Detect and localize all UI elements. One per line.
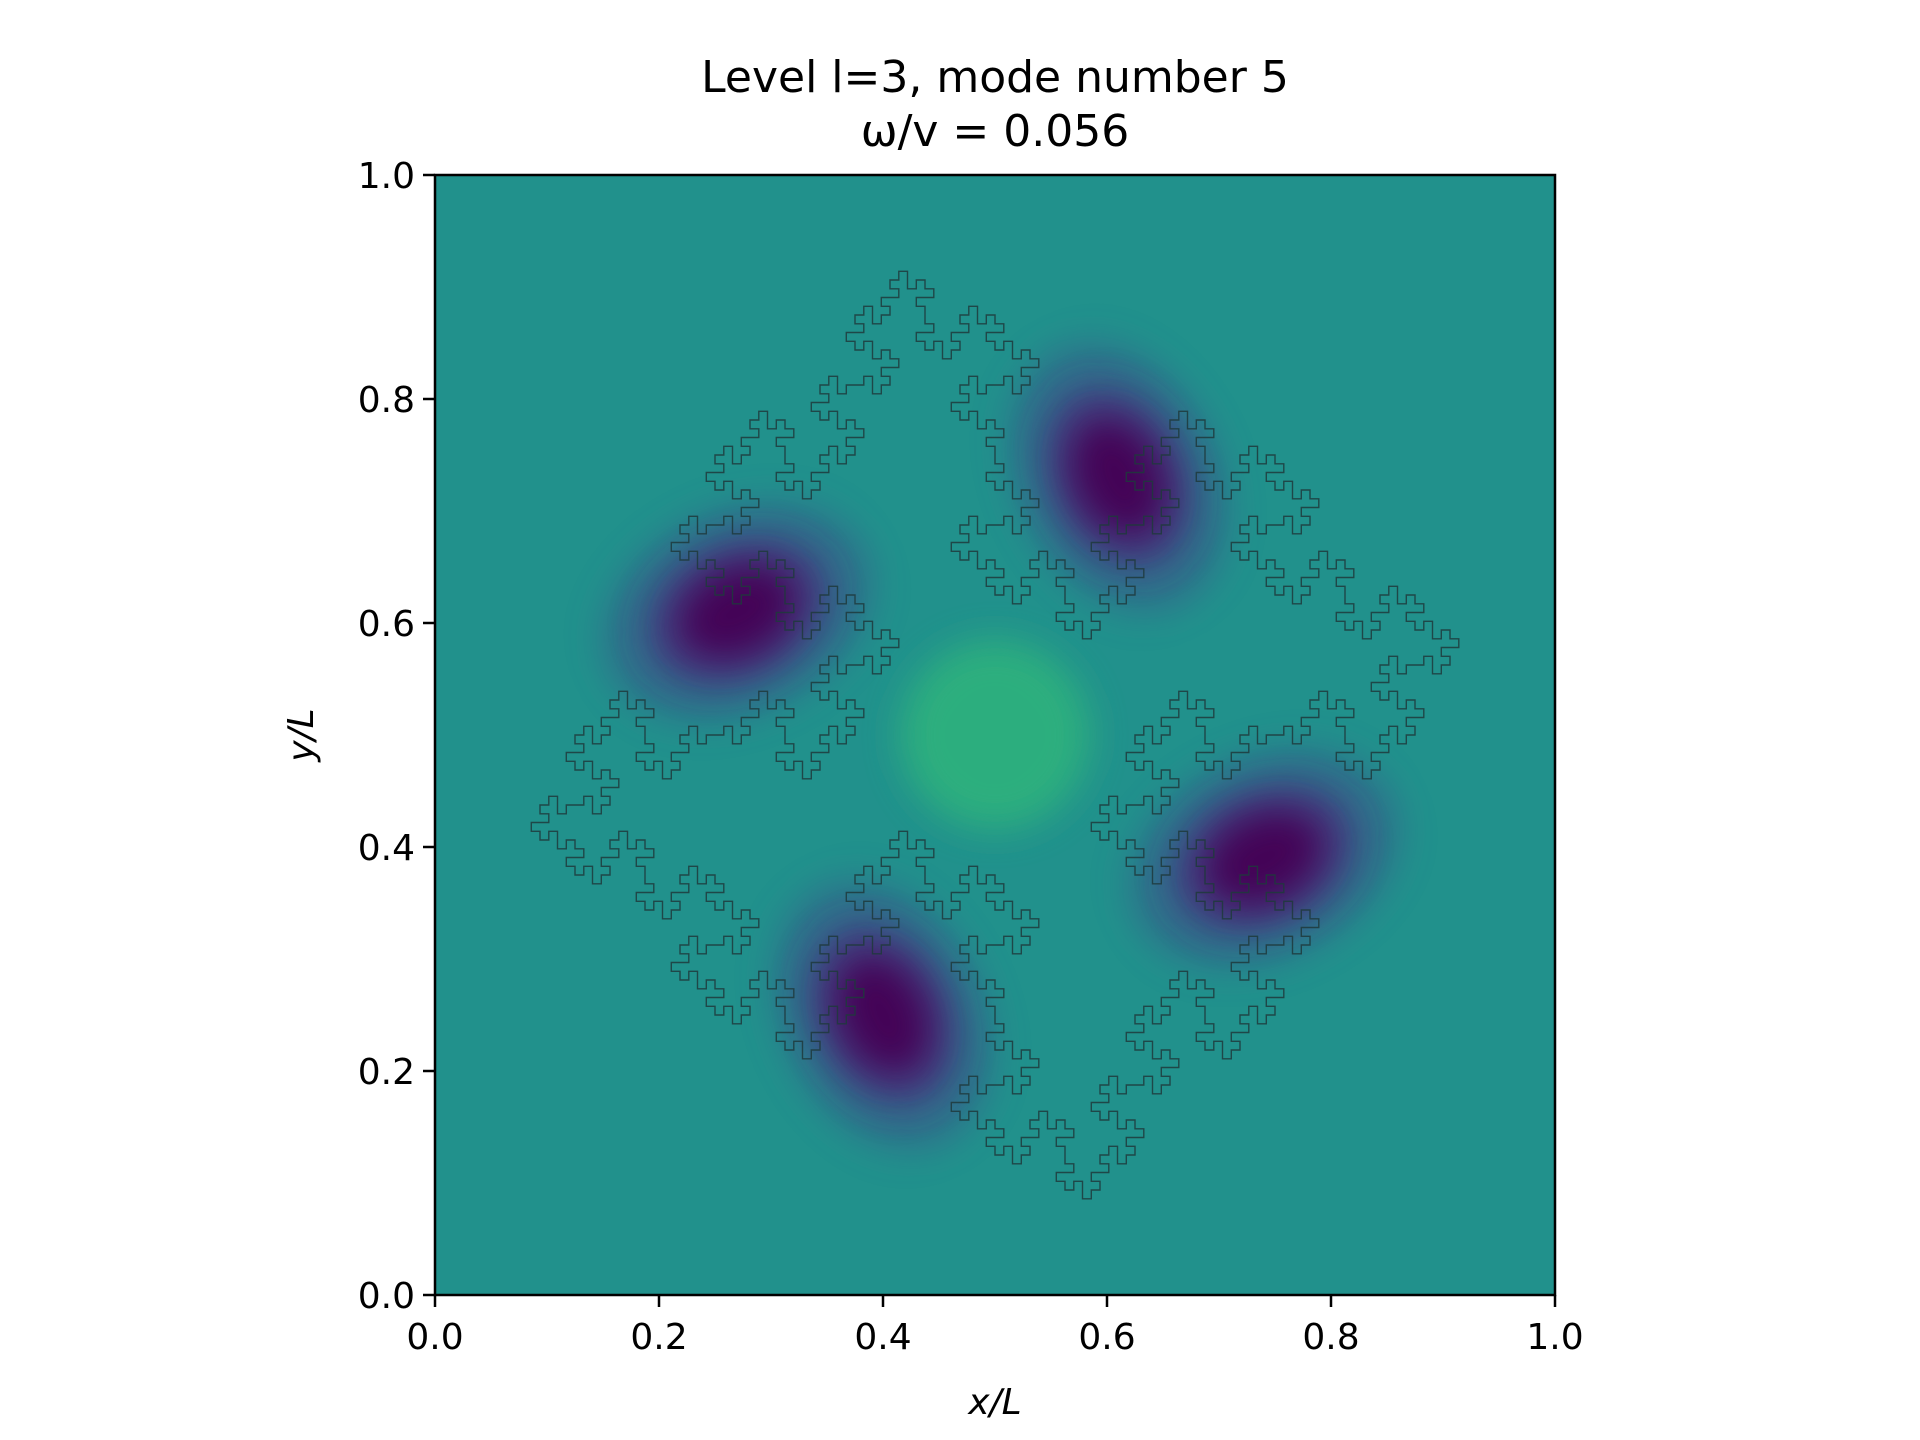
fractal-boundary — [530, 270, 1460, 1200]
minimum-core — [678, 564, 797, 660]
x-axis: 0.0 0.2 0.4 0.6 0.8 1.0 — [406, 1295, 1584, 1358]
x-tick-label: 0.6 — [1078, 1317, 1135, 1358]
chart-subtitle: ω/v = 0.056 — [861, 106, 1130, 157]
y-tick-label: 0.4 — [358, 828, 415, 869]
x-tick-label: 0.8 — [1302, 1317, 1359, 1358]
x-tick-label: 1.0 — [1526, 1317, 1583, 1358]
minimum-core — [835, 955, 931, 1075]
minimum-core — [1204, 810, 1323, 906]
plot-frame — [433, 173, 1557, 1297]
y-tick-label: 1.0 — [358, 156, 415, 197]
chart-title: Level l=3, mode number 5 — [701, 52, 1289, 103]
center-maximum — [900, 640, 1090, 830]
y-tick-label: 0.0 — [358, 1276, 415, 1317]
y-tick-label: 0.8 — [358, 380, 415, 421]
y-axis: 0.0 0.2 0.4 0.6 0.8 1.0 — [358, 156, 435, 1317]
plot-area — [433, 173, 1557, 1297]
x-tick-label: 0.4 — [854, 1317, 911, 1358]
minimum-core — [1070, 418, 1166, 537]
x-tick-label: 0.2 — [630, 1317, 687, 1358]
y-tick-label: 0.6 — [358, 604, 415, 645]
x-tick-label: 0.0 — [406, 1317, 463, 1358]
y-tick-label: 0.2 — [358, 1052, 415, 1093]
x-axis-label: x/L — [967, 1382, 1022, 1423]
y-axis-label: y/L — [281, 708, 322, 763]
